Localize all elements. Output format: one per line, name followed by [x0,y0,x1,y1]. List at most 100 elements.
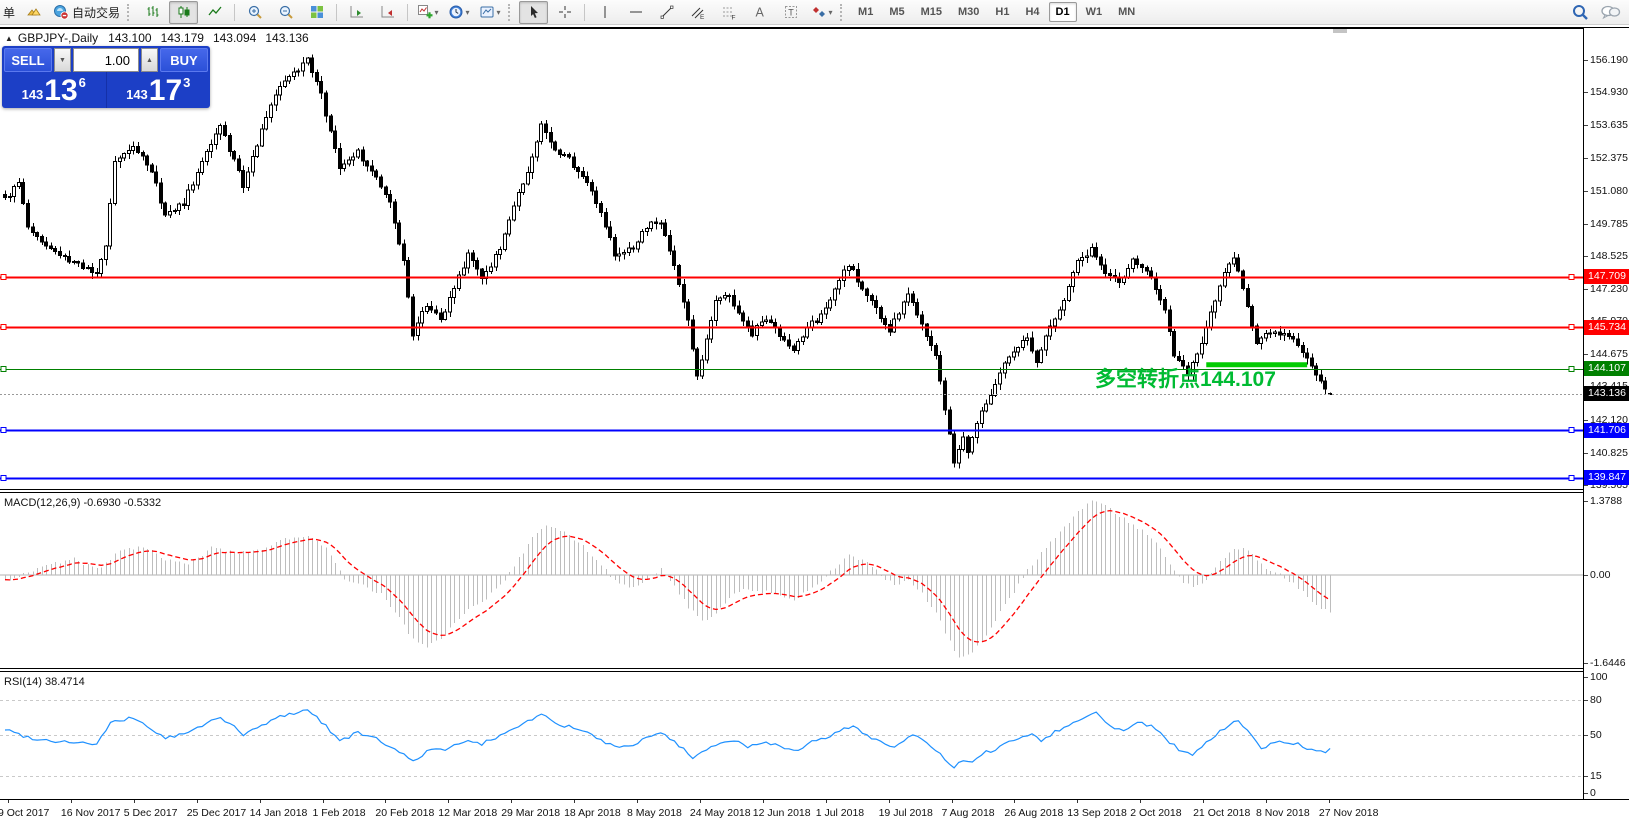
crosshair-button[interactable] [550,1,579,24]
macd-pane[interactable] [0,493,1583,668]
date-label: 20 Feb 2018 [375,807,435,819]
search-button[interactable] [1565,1,1594,24]
periods-dropdown-caret[interactable]: ▾ [465,7,470,17]
axis-tick-mark [1584,793,1588,794]
macd-label: MACD(12,26,9) -0.6930 -0.5332 [4,497,162,509]
arrows-button[interactable]: ▾ [807,1,836,24]
buy-price-base: 143 [126,87,148,102]
hline-handle[interactable] [1568,366,1575,372]
gold-chart-button[interactable] [19,1,48,24]
chart-scrollbar-thumb[interactable] [1333,29,1347,33]
hline-handle[interactable] [1568,475,1575,481]
price-tick-label: 152.375 [1590,151,1628,164]
price-tick-label: 154.930 [1590,86,1628,99]
axis-tick-mark [1584,92,1588,94]
rsi-pane[interactable] [0,672,1583,799]
timeframe-w1-button[interactable]: W1 [1085,6,1103,18]
arrows-dropdown-caret[interactable]: ▾ [828,7,833,17]
timeframe-h4-button[interactable]: H4 [1025,6,1040,18]
hline-handle[interactable] [0,324,7,330]
sell-price-point: 6 [78,75,86,90]
trendline-button[interactable] [652,1,681,24]
indicators-button[interactable]: ▾ [413,1,442,24]
sell-price[interactable]: 143 13 6 [2,72,106,108]
date-tick-mark [1014,800,1016,803]
toolbar-grip [127,3,132,21]
zoom-in-button[interactable] [240,1,269,24]
fibonacci-icon: F [721,4,737,20]
axis-tick-mark [1584,735,1588,736]
periods-button[interactable]: ▾ [444,1,473,24]
hline-handle[interactable] [0,475,7,481]
fibonacci-button[interactable]: F [714,1,743,24]
axis-tick-mark [1584,419,1588,421]
hline-handle[interactable] [1568,324,1575,330]
tile-windows-button[interactable] [302,1,331,24]
price-tick-label: 15 [1590,769,1602,782]
sell-button[interactable]: SELL [4,48,52,72]
date-tick-mark [448,800,450,803]
auto-scroll-icon [349,4,365,20]
chat-button[interactable] [1596,1,1625,24]
line-chart-button[interactable] [200,1,229,24]
volume-increase-button[interactable]: ▲ [141,48,158,72]
hline-handle[interactable] [1568,427,1575,433]
timeframe-m1-button[interactable]: M1 [858,6,874,18]
timeframe-m30-button[interactable]: M30 [958,6,980,18]
price-tick-label: 140.825 [1590,446,1628,459]
buy-button[interactable]: BUY [160,48,208,72]
hline-handle[interactable] [1568,274,1575,280]
autotrading-button[interactable]: 自动交易 [50,1,123,24]
indicators-dropdown-caret[interactable]: ▾ [434,7,439,17]
hline-handle[interactable] [0,366,7,372]
price-pane[interactable]: 多空转折点144.107 [0,28,1583,489]
buy-price[interactable]: 143 17 3 [105,72,211,108]
templates-dropdown-caret[interactable]: ▾ [496,7,501,17]
volume-decrease-button[interactable]: ▼ [54,48,71,72]
date-label: 5 Dec 2017 [123,807,178,819]
date-tick-mark [762,800,764,803]
timeframe-m15-button[interactable]: M15 [920,6,942,18]
templates-button[interactable]: ▾ [475,1,504,24]
toolbar-separator [336,3,338,21]
new-order-label[interactable]: 单 [3,5,16,20]
date-tick-mark [825,800,827,803]
collapse-panel-icon[interactable]: ▲ [5,33,13,43]
price-badge-145.734: 145.734 [1584,319,1629,335]
annotation-text[interactable]: 多空转折点144.107 [1095,367,1276,391]
price-tick-label: 142.120 [1590,413,1628,426]
zoom-out-icon [278,4,294,20]
pane-separator-rsi[interactable] [0,668,1629,672]
equidistant-channel-button[interactable]: E [683,1,712,24]
text-label-button[interactable]: T [776,1,805,24]
pane-separator-macd[interactable] [0,489,1629,493]
price-tick-label: 148.525 [1590,249,1628,262]
auto-scroll-button[interactable] [342,1,371,24]
candlestick-chart[interactable]: 多空转折点144.107 [0,28,1583,489]
timeframe-m5-button[interactable]: M5 [889,6,905,18]
date-tick-mark [1140,800,1142,803]
indicators-icon [417,4,433,20]
price-badge-141.706: 141.706 [1584,422,1629,438]
rsi-chart[interactable] [0,672,1583,799]
macd-chart[interactable] [0,493,1583,668]
time-axis-border [0,799,1629,800]
periods-icon [448,4,464,20]
vertical-line-button[interactable] [590,1,619,24]
date-label: 14 Jan 2018 [249,807,308,819]
hline-handle[interactable] [0,427,7,433]
hline-handle[interactable] [0,274,7,280]
timeframe-mn-button[interactable]: MN [1118,6,1136,18]
timeframe-h1-button[interactable]: H1 [995,6,1010,18]
zoom-out-button[interactable] [271,1,300,24]
text-label-icon: T [783,4,799,20]
bar-chart-button[interactable] [138,1,167,24]
timeframe-d1-button[interactable]: D1 [1048,2,1077,22]
chart-shift-button[interactable] [373,1,402,24]
volume-input[interactable]: 1.00 [73,48,139,72]
text-button[interactable]: A [745,1,774,24]
price-tick-label: 50 [1590,729,1602,741]
candlestick-chart-button[interactable] [169,0,199,24]
cursor-button[interactable] [519,0,549,24]
horizontal-line-button[interactable] [621,1,650,24]
